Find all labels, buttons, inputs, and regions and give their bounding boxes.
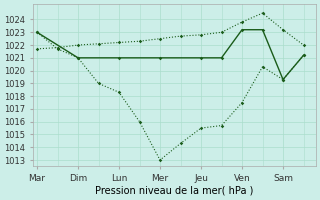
X-axis label: Pression niveau de la mer( hPa ): Pression niveau de la mer( hPa ) xyxy=(95,186,253,196)
